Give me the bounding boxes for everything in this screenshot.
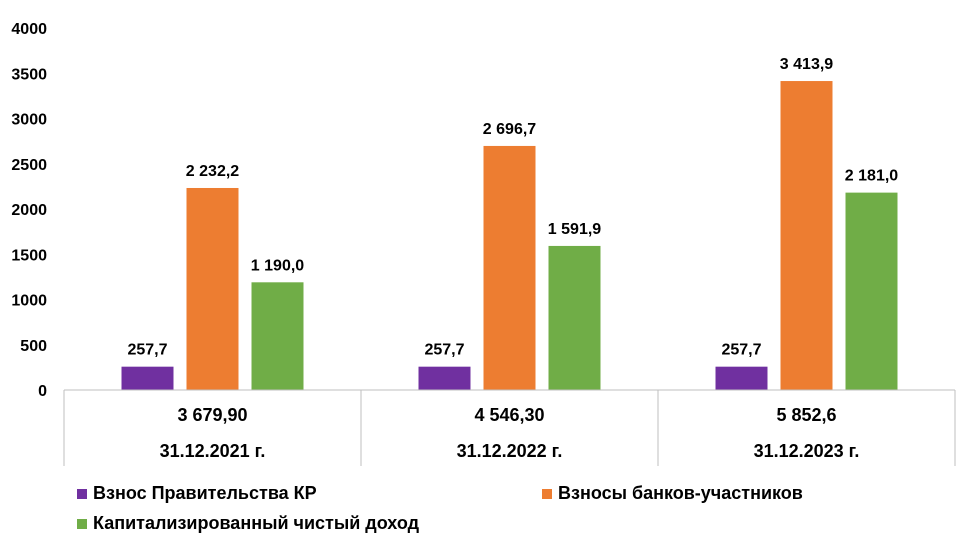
category-label: 31.12.2022 г.	[457, 441, 563, 461]
legend-item-banks: Взносы банков-участников	[542, 483, 803, 504]
bar	[483, 145, 536, 390]
y-tick-label: 3500	[11, 66, 47, 83]
y-axis: 0 500 1000 1500 2000 2500 3000 3500 4000	[11, 21, 47, 400]
y-tick-label: 1500	[11, 247, 47, 264]
legend-swatch-income	[77, 518, 87, 529]
bar	[186, 187, 239, 390]
legend: Взнос Правительства КР Взносы банков-уча…	[0, 478, 978, 548]
data-label: 2 696,7	[483, 121, 536, 138]
category-label: 31.12.2023 г.	[754, 441, 860, 461]
bar-series: 257,7 2 232,2 1 190,0 257,7 2 696,7 1 591,9 25…	[121, 56, 898, 390]
legend-label-government: Взнос Правительства КР	[93, 483, 317, 503]
bar	[121, 366, 174, 390]
y-tick-label: 2000	[11, 202, 47, 219]
legend-swatch-government	[77, 488, 87, 499]
data-label: 1 190,0	[251, 257, 304, 274]
data-label: 257,7	[721, 342, 761, 359]
bar	[845, 192, 898, 390]
data-label: 257,7	[127, 342, 167, 359]
category-total: 5 852,6	[776, 405, 836, 425]
legend-item-income: Капитализированный чистый доход	[77, 513, 419, 534]
category-total: 4 546,30	[474, 405, 544, 425]
legend-swatch-banks	[542, 488, 552, 499]
y-tick-label: 0	[38, 383, 47, 400]
bar	[418, 366, 471, 390]
data-label: 1 591,9	[548, 221, 601, 238]
y-tick-label: 3000	[11, 112, 47, 129]
bar	[780, 81, 833, 390]
data-label: 257,7	[424, 342, 464, 359]
y-tick-label: 1000	[11, 293, 47, 310]
data-label: 3 413,9	[780, 56, 833, 73]
legend-label-banks: Взносы банков-участников	[558, 483, 803, 503]
category-total: 3 679,90	[177, 405, 247, 425]
category-label: 31.12.2021 г.	[160, 441, 266, 461]
bar	[548, 245, 601, 390]
y-tick-label: 4000	[11, 21, 47, 38]
category-table: 3 679,90 31.12.2021 г. 4 546,30 31.12.2022 …	[63, 389, 956, 466]
bar	[251, 282, 304, 390]
legend-label-income: Капитализированный чистый доход	[93, 513, 420, 533]
bar	[715, 366, 768, 390]
data-label: 2 181,0	[845, 168, 898, 185]
data-label: 2 232,2	[186, 163, 239, 180]
legend-item-government: Взнос Правительства КР	[77, 483, 317, 504]
bar-chart: 0 500 1000 1500 2000 2500 3000 3500 4000 257,7 2 …	[11, 21, 956, 466]
y-tick-label: 2500	[11, 157, 47, 174]
y-tick-label: 500	[20, 338, 47, 355]
